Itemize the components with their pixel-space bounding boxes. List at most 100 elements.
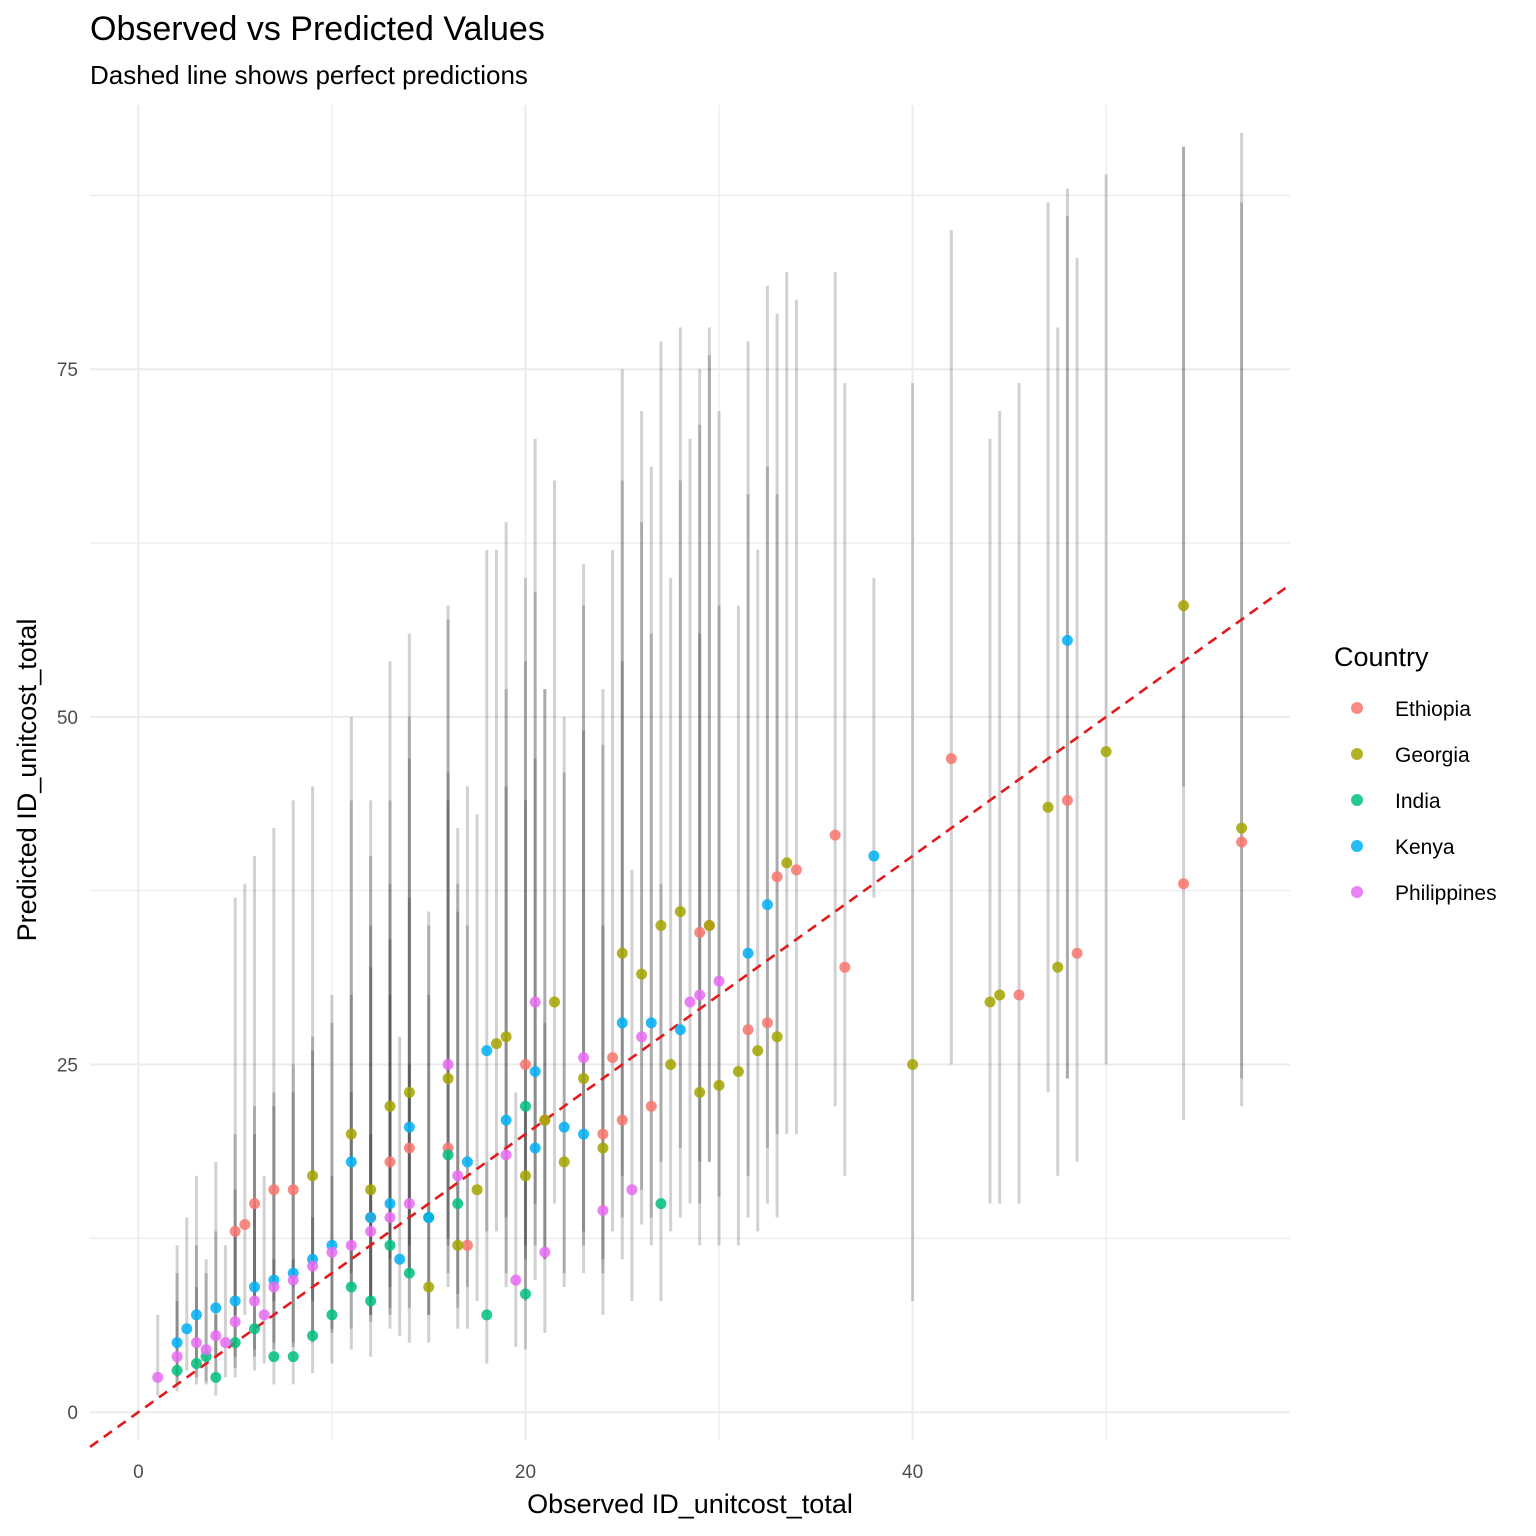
point-georgia	[1236, 822, 1248, 834]
point-kenya	[423, 1212, 435, 1223]
point-georgia	[781, 857, 793, 869]
point-india	[210, 1371, 222, 1383]
point-philippines	[365, 1225, 377, 1237]
point-georgia	[674, 906, 686, 918]
point-india	[229, 1337, 241, 1349]
point-georgia	[558, 1156, 570, 1168]
point-georgia	[365, 1184, 377, 1196]
point-layer	[152, 600, 1248, 1383]
point-georgia	[616, 947, 628, 959]
point-philippines	[171, 1351, 183, 1363]
point-ethiopia	[403, 1142, 415, 1154]
point-philippines	[307, 1260, 319, 1272]
legend: Country Ethiopia Georgia India Kenya Philipp…	[1334, 642, 1497, 905]
point-georgia	[732, 1065, 744, 1077]
point-kenya	[645, 1017, 657, 1029]
legend-key-georgia	[1351, 748, 1363, 760]
point-philippines	[268, 1281, 280, 1293]
point-kenya	[674, 1024, 686, 1036]
point-india	[655, 1198, 667, 1210]
point-georgia	[442, 1072, 454, 1084]
point-georgia	[713, 1079, 725, 1091]
point-ethiopia	[645, 1100, 657, 1112]
grid-layer	[90, 105, 1290, 1440]
point-georgia	[636, 968, 648, 980]
point-georgia	[597, 1142, 609, 1154]
point-georgia	[994, 989, 1006, 1001]
point-kenya	[529, 1065, 541, 1077]
point-philippines	[249, 1295, 261, 1307]
legend-label-kenya: Kenya	[1395, 836, 1455, 859]
point-ethiopia	[607, 1052, 619, 1064]
point-ethiopia	[829, 829, 841, 841]
point-ethiopia	[239, 1218, 251, 1230]
point-ethiopia	[694, 926, 706, 938]
point-philippines	[539, 1246, 551, 1258]
point-ethiopia	[790, 864, 802, 876]
point-kenya	[616, 1017, 628, 1029]
point-georgia	[519, 1170, 531, 1182]
point-kenya	[742, 947, 754, 959]
point-kenya	[558, 1121, 570, 1133]
point-georgia	[655, 919, 667, 931]
point-philippines	[384, 1212, 396, 1223]
point-georgia	[665, 1059, 677, 1071]
point-india	[171, 1364, 183, 1376]
point-india	[442, 1149, 454, 1161]
point-india	[519, 1100, 531, 1112]
point-ethiopia	[1178, 878, 1190, 890]
axis-layer: 0 20 40 0 25 50 75	[57, 360, 923, 1483]
point-kenya	[190, 1309, 202, 1321]
point-philippines	[626, 1184, 638, 1196]
point-kenya	[229, 1295, 241, 1307]
point-georgia	[703, 919, 715, 931]
point-georgia	[984, 996, 996, 1008]
point-india	[307, 1330, 319, 1342]
point-india	[345, 1281, 357, 1293]
point-georgia	[500, 1031, 512, 1043]
point-georgia	[694, 1086, 706, 1098]
point-india	[403, 1267, 415, 1279]
y-tick-label: 50	[57, 708, 78, 729]
y-tick-label: 25	[57, 1056, 78, 1077]
point-kenya	[181, 1323, 193, 1335]
point-georgia	[1178, 600, 1190, 612]
point-ethiopia	[249, 1198, 261, 1210]
point-philippines	[200, 1344, 212, 1356]
y-tick-label: 75	[57, 360, 78, 381]
point-ethiopia	[519, 1059, 531, 1071]
point-kenya	[868, 850, 880, 862]
legend-key-philippines	[1351, 886, 1363, 898]
point-philippines	[258, 1309, 270, 1321]
x-tick-label: 20	[515, 1462, 536, 1483]
point-india	[452, 1198, 464, 1210]
point-kenya	[394, 1253, 406, 1265]
legend-label-ethiopia: Ethiopia	[1395, 698, 1471, 721]
point-india	[287, 1351, 299, 1363]
point-georgia	[1042, 801, 1054, 813]
legend-items: Ethiopia Georgia India Kenya Philippines	[1351, 698, 1497, 905]
point-kenya	[578, 1128, 590, 1140]
legend-title: Country	[1334, 642, 1429, 672]
point-philippines	[287, 1274, 299, 1286]
point-ethiopia	[1236, 836, 1248, 848]
point-ethiopia	[287, 1184, 299, 1196]
point-georgia	[490, 1038, 502, 1050]
point-kenya	[1061, 634, 1073, 646]
reference-line-layer	[89, 583, 1291, 1449]
point-ethiopia	[1061, 794, 1073, 806]
point-philippines	[510, 1274, 522, 1286]
point-philippines	[403, 1198, 415, 1210]
x-tick-label: 40	[902, 1462, 923, 1483]
point-kenya	[481, 1045, 493, 1057]
point-kenya	[529, 1142, 541, 1154]
point-india	[268, 1351, 280, 1363]
point-philippines	[190, 1337, 202, 1349]
point-philippines	[345, 1239, 357, 1251]
point-ethiopia	[945, 753, 957, 765]
point-india	[365, 1295, 377, 1307]
point-georgia	[752, 1045, 764, 1057]
point-philippines	[442, 1059, 454, 1071]
point-india	[384, 1239, 396, 1251]
